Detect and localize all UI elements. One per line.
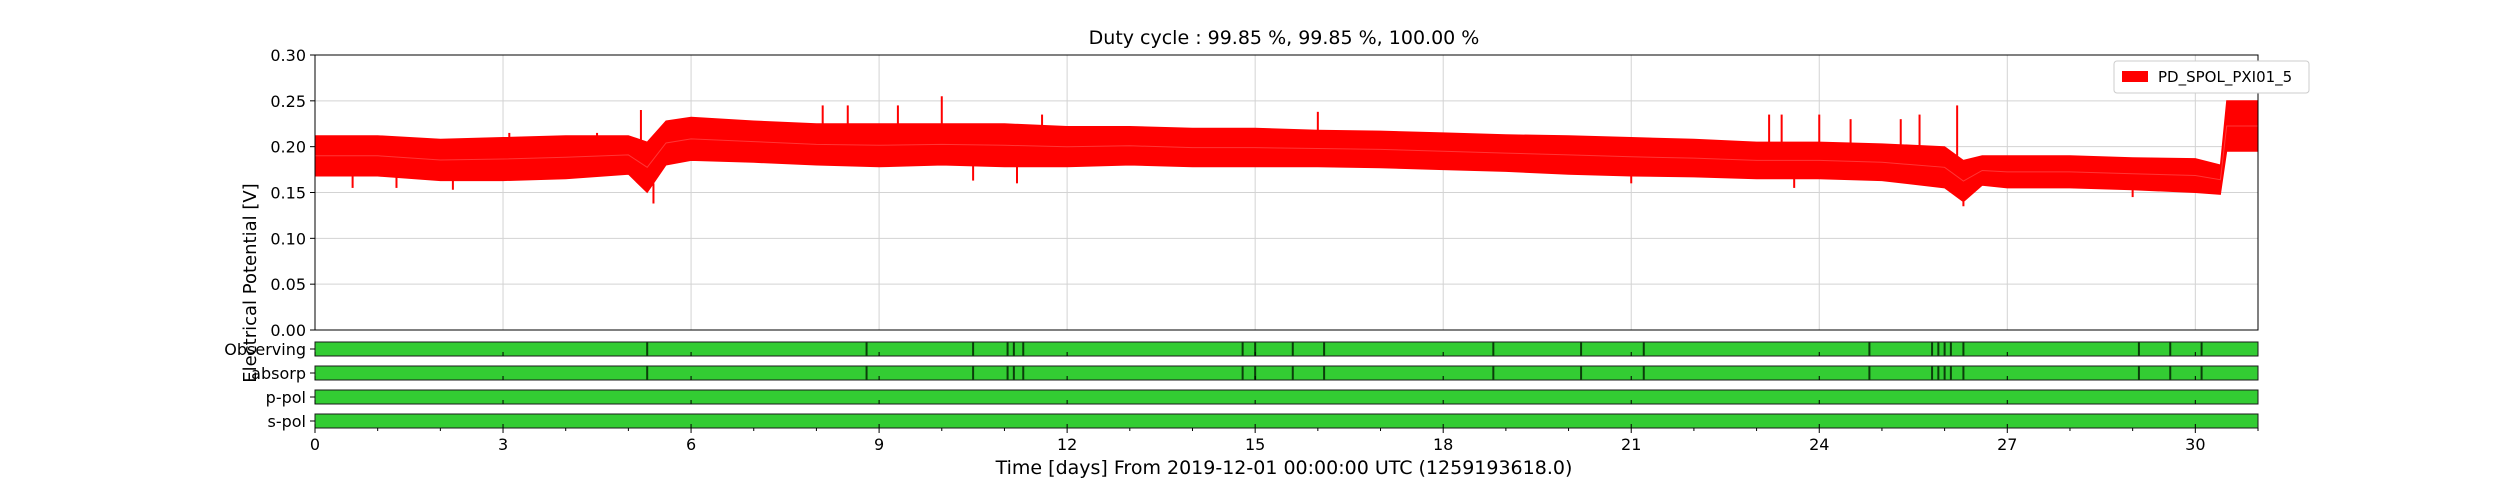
segment-bar-Observing — [315, 342, 2258, 356]
chart-title: Duty cycle : 99.85 %, 99.85 %, 100.00 % — [1089, 27, 1480, 49]
x-tick-label-5: 15 — [1245, 435, 1265, 454]
y-tick-label-2: 0.10 — [270, 229, 306, 248]
segment-bar-s-pol — [315, 414, 2258, 428]
segment-label-s-pol: s-pol — [268, 412, 307, 431]
x-tick-label-10: 30 — [2185, 435, 2205, 454]
segment-bar-absorp — [315, 366, 2258, 380]
legend: PD_SPOL_PXI01_5 — [2114, 61, 2309, 93]
y-tick-label-0: 0.00 — [270, 321, 306, 340]
segment-row-Observing: Observing — [224, 340, 2258, 359]
x-tick-label-3: 9 — [874, 435, 884, 454]
x-tick-label-2: 6 — [686, 435, 696, 454]
y-tick-label-5: 0.25 — [270, 92, 306, 111]
segment-row-p-pol: p-pol — [266, 388, 2258, 407]
x-tick-label-7: 21 — [1621, 435, 1641, 454]
x-tick-label-9: 27 — [1997, 435, 2017, 454]
y-tick-label-6: 0.30 — [270, 46, 306, 65]
y-axis-label: Electrical Potential [V] — [240, 183, 261, 382]
legend-swatch — [2122, 71, 2148, 82]
x-tick-label-4: 12 — [1057, 435, 1077, 454]
x-tick-label-1: 3 — [498, 435, 508, 454]
legend-label: PD_SPOL_PXI01_5 — [2158, 68, 2292, 87]
y-tick-label-3: 0.15 — [270, 184, 306, 203]
x-axis-label: Time [days] From 2019-12-01 00:00:00 UTC… — [995, 457, 1573, 479]
x-tick-label-0: 0 — [310, 435, 320, 454]
segment-row-absorp: absorp — [251, 364, 2258, 383]
segment-label-p-pol: p-pol — [266, 388, 306, 407]
x-tick-label-8: 24 — [1809, 435, 1829, 454]
y-tick-label-1: 0.05 — [270, 275, 306, 294]
segment-label-Observing: Observing — [224, 340, 306, 359]
segment-bar-p-pol — [315, 390, 2258, 404]
y-tick-label-4: 0.20 — [270, 138, 306, 157]
x-tick-label-6: 18 — [1433, 435, 1453, 454]
